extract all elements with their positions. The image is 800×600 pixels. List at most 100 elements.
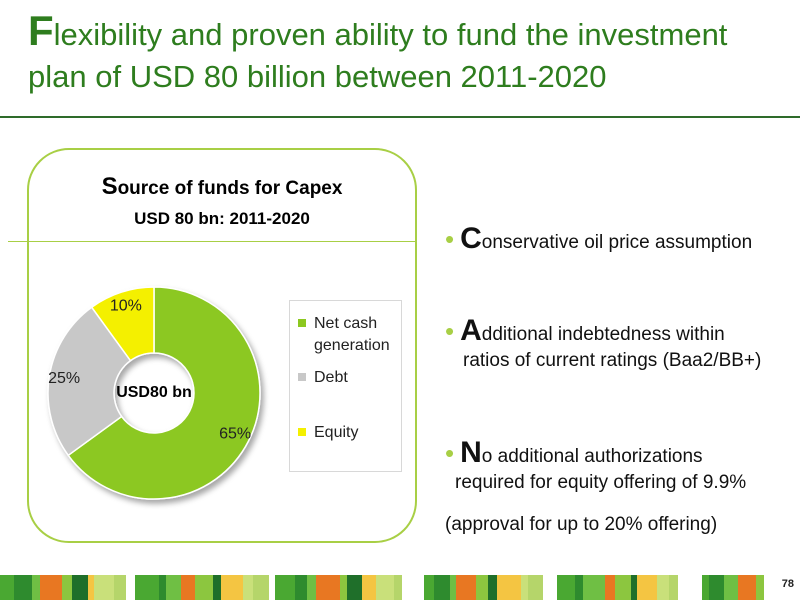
title-divider bbox=[0, 116, 800, 118]
footer-stripe-segment bbox=[615, 575, 631, 600]
footer-stripe-segment bbox=[253, 575, 269, 600]
footer-stripe-segment bbox=[738, 575, 756, 600]
slice-debt bbox=[47, 306, 132, 457]
footer-stripe-segment bbox=[756, 575, 764, 600]
bullet-text-line2: ratios of current ratings (Baa2/BB+) bbox=[463, 350, 762, 371]
footer-stripe-segment bbox=[213, 575, 221, 600]
slice-net-cash bbox=[67, 286, 261, 500]
footer-stripe-segment bbox=[434, 575, 450, 600]
footer-stripe-segment bbox=[94, 575, 114, 600]
footer-stripe-segment bbox=[126, 575, 135, 600]
legend-swatch-net-cash bbox=[298, 319, 306, 327]
footer-stripe-segment bbox=[424, 575, 434, 600]
footer-stripe-segment bbox=[181, 575, 195, 600]
title-line1: lexibility and proven ability to fund th… bbox=[53, 17, 728, 52]
footer-stripe-segment bbox=[362, 575, 376, 600]
footer-stripe-segment bbox=[0, 575, 14, 600]
chart-subtitle: USD 80 bn: 2011-2020 bbox=[134, 209, 310, 228]
slice-label-net-cash: 65% bbox=[219, 426, 251, 443]
legend-item-debt: Debt bbox=[298, 367, 348, 389]
bullet-cap: A bbox=[460, 314, 482, 347]
footer-stripe bbox=[0, 575, 764, 600]
donut-chart: 65% 25% 10% USD80 bn bbox=[47, 286, 261, 500]
chart-title-first-letter: S bbox=[101, 173, 118, 200]
footer-stripe-segment bbox=[476, 575, 488, 600]
footer-stripe-segment bbox=[402, 575, 424, 600]
footer-stripe-segment bbox=[340, 575, 347, 600]
chart-title-rest: ource of funds for Capex bbox=[117, 178, 343, 199]
slice-label-equity: 10% bbox=[110, 298, 142, 315]
footer-stripe-segment bbox=[166, 575, 181, 600]
footer-stripe-segment bbox=[631, 575, 637, 600]
legend-item-equity: Equity bbox=[298, 422, 358, 444]
bullet-text-line2: required for equity offering of 9.9% bbox=[455, 472, 747, 493]
footer-stripe-segment bbox=[295, 575, 307, 600]
bullet-dot-icon: • bbox=[445, 316, 455, 346]
footer-stripe-segment bbox=[88, 575, 94, 600]
legend-swatch-equity bbox=[298, 428, 306, 436]
panel-header: Source of funds for Capex USD 80 bn: 201… bbox=[29, 174, 415, 232]
footer-stripe-segment bbox=[114, 575, 126, 600]
slice-label-debt: 25% bbox=[48, 370, 80, 387]
page-title: Flexibility and proven ability to fund t… bbox=[28, 10, 788, 98]
chart-legend: Net cash generation Debt Equity bbox=[289, 300, 402, 472]
title-line2: plan of USD 80 billion between 2011-2020 bbox=[28, 59, 607, 94]
bullet-note: (approval for up to 20% offering) bbox=[445, 514, 718, 535]
bullet-dot-icon: • bbox=[445, 438, 455, 468]
donut-center-label: USD80 bn bbox=[116, 384, 192, 401]
page-number: 78 bbox=[781, 578, 794, 590]
footer-stripe-segment bbox=[72, 575, 88, 600]
bullet-item: • No additional authorizations required f… bbox=[445, 436, 746, 494]
footer-stripe-segment bbox=[450, 575, 456, 600]
footer-stripe-segment bbox=[528, 575, 543, 600]
footer-stripe-segment bbox=[221, 575, 243, 600]
footer-stripe-segment bbox=[316, 575, 340, 600]
bullet-cap: C bbox=[460, 222, 482, 255]
footer-stripe-segment bbox=[637, 575, 657, 600]
legend-swatch-debt bbox=[298, 373, 306, 381]
footer-stripe-segment bbox=[497, 575, 521, 600]
legend-label-line2: generation bbox=[314, 337, 390, 354]
footer-stripe-segment bbox=[32, 575, 40, 600]
footer-stripe-segment bbox=[347, 575, 362, 600]
legend-label-line1: Net cash bbox=[314, 315, 378, 332]
footer-stripe-segment bbox=[488, 575, 497, 600]
legend-item-net-cash: Net cash generation bbox=[298, 313, 390, 357]
footer-stripe-segment bbox=[557, 575, 575, 600]
footer-stripe-segment bbox=[709, 575, 724, 600]
title-first-letter: F bbox=[28, 7, 54, 54]
legend-label-debt: Debt bbox=[314, 369, 348, 386]
bullet-text: o additional authorizations bbox=[481, 446, 703, 467]
footer-stripe-segment bbox=[583, 575, 605, 600]
footer-stripe-segment bbox=[40, 575, 62, 600]
footer-stripe-segment bbox=[521, 575, 528, 600]
footer-stripe-segment bbox=[669, 575, 678, 600]
footer-stripe-segment bbox=[307, 575, 316, 600]
footer-stripe-segment bbox=[543, 575, 557, 600]
footer-stripe-segment bbox=[456, 575, 476, 600]
footer-stripe-segment bbox=[159, 575, 166, 600]
bullet-text: dditional indebtedness within bbox=[481, 324, 725, 345]
footer-stripe-segment bbox=[724, 575, 738, 600]
chart-title: Source of funds for Capex bbox=[29, 174, 415, 202]
footer-stripe-segment bbox=[702, 575, 709, 600]
bullet-text: onservative oil price assumption bbox=[481, 232, 753, 253]
footer-stripe-segment bbox=[394, 575, 402, 600]
bullet-item: • Conservative oil price assumption bbox=[445, 222, 752, 256]
footer-stripe-segment bbox=[62, 575, 72, 600]
slice-equity bbox=[90, 286, 155, 362]
bullet-cap: N bbox=[460, 436, 482, 469]
footer-stripe-segment bbox=[657, 575, 669, 600]
footer-stripe-segment bbox=[135, 575, 159, 600]
footer-stripe-segment bbox=[14, 575, 32, 600]
footer-stripe-segment bbox=[275, 575, 295, 600]
footer-stripe-segment bbox=[575, 575, 583, 600]
footer-stripe-segment bbox=[195, 575, 213, 600]
footer-stripe-segment bbox=[605, 575, 615, 600]
footer-stripe-segment bbox=[243, 575, 253, 600]
footer-stripe-segment bbox=[269, 575, 275, 600]
legend-label-equity: Equity bbox=[314, 424, 359, 441]
footer-stripe-segment bbox=[678, 575, 702, 600]
footer-stripe-segment bbox=[376, 575, 394, 600]
bullet-dot-icon: • bbox=[445, 224, 455, 254]
